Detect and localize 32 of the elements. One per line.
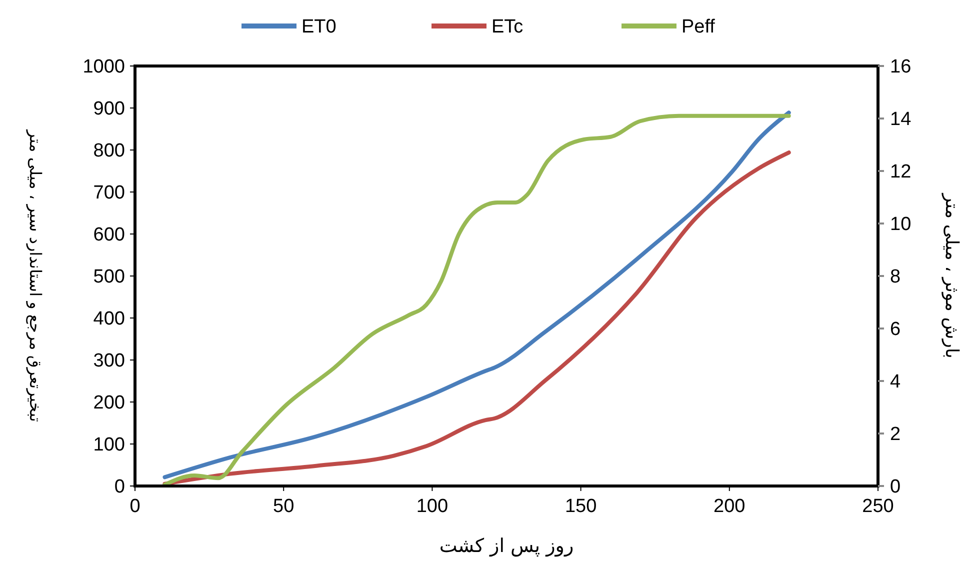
y-tick-label: 800 [93,140,125,162]
x-tick-label: 50 [273,496,294,517]
y-tick-label: 100 [93,434,125,456]
y2-tick-label: 2 [890,424,901,446]
x-tick-label: 200 [714,496,746,517]
y2-tick-label: 12 [890,162,912,183]
y-tick-label: 1000 [82,56,125,78]
x-tick-label: 250 [862,496,894,517]
y-tick-label: 400 [93,308,125,330]
y-tick-label: 0 [114,476,125,498]
y2-tick-label: 8 [890,266,901,288]
x-tick-label: 100 [416,496,448,517]
y-tick-label: 700 [93,182,125,204]
y-axis-title: تبخیرتعرق مرجع و استاندارد سیر ، میلی متر [26,129,45,422]
y-tick-label: 300 [93,350,125,372]
y-tick-label: 600 [93,224,125,246]
y2-tick-label: 6 [890,319,901,340]
y-tick-label: 500 [93,266,125,288]
y-tick-label: 900 [93,98,125,120]
y-tick-label: 200 [93,392,125,414]
y2-axis-title: بارش موثر ، میلی متر [941,192,962,358]
legend-label: Peff [682,16,716,38]
y2-tick-label: 4 [890,372,901,393]
y2-tick-label: 14 [890,109,912,130]
y2-tick-label: 10 [890,214,912,236]
x-axis-title: روز پس از کشت [439,535,574,557]
y2-tick-label: 16 [890,56,912,78]
x-tick-label: 150 [564,496,597,517]
x-tick-label: 0 [130,496,140,517]
legend-label: ETc [492,16,524,38]
y2-tick-label: 0 [890,476,901,498]
legend-label: ET0 [302,16,336,38]
